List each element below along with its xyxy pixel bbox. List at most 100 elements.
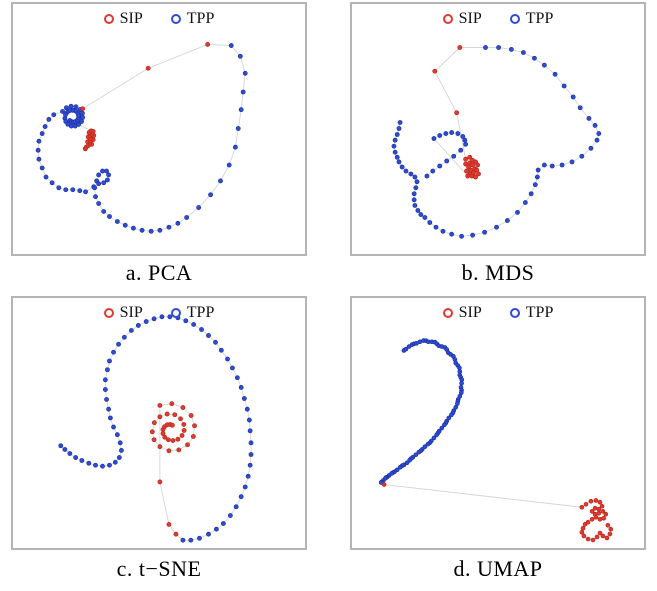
tpp-data-point — [449, 412, 454, 418]
tpp-data-point — [226, 162, 232, 168]
tpp-data-point — [228, 43, 234, 48]
tpp-data-point — [242, 484, 248, 490]
tpp-data-point — [459, 233, 464, 239]
tpp-data-point — [148, 228, 154, 234]
legend-item-tpp: TPP — [170, 305, 214, 321]
tpp-data-point — [107, 415, 113, 421]
sip-data-point — [185, 442, 190, 448]
tpp-data-point — [449, 231, 455, 237]
tpp-data-point — [494, 224, 499, 230]
tpp-data-point — [431, 435, 437, 441]
sip-data-point — [465, 173, 471, 179]
tpp-data-point — [504, 218, 510, 223]
sip-data-point — [474, 167, 480, 173]
tpp-data-point — [446, 415, 452, 421]
sip-data-point — [157, 479, 163, 485]
tpp-data-point — [111, 349, 116, 355]
tpp-data-point — [414, 179, 420, 185]
tpp-data-point — [413, 185, 419, 191]
tpp-data-point — [411, 197, 417, 203]
umap-trajectory-line — [380, 340, 612, 541]
tpp-data-point — [166, 224, 172, 230]
sip-data-point — [589, 508, 595, 514]
sip-data-point — [145, 65, 151, 71]
tpp-data-point — [248, 452, 254, 457]
tpp-data-point — [101, 209, 107, 214]
tpp-data-point — [399, 164, 405, 170]
sip-legend-label: SIP — [119, 10, 143, 27]
tpp-data-point — [93, 194, 98, 200]
legend-item-tpp: TPP — [509, 10, 554, 27]
sip-data-point — [164, 411, 170, 417]
tpp-data-point — [101, 180, 107, 186]
tpp-legend-label: TPP — [186, 10, 215, 27]
sip-data-point — [80, 106, 86, 112]
tpp-data-point — [418, 212, 424, 217]
sip-data-point — [165, 437, 171, 443]
tpp-data-point — [213, 339, 218, 345]
tpp-data-point — [218, 178, 223, 184]
tpp-legend-label: TPP — [525, 10, 554, 27]
sip-marker-icon — [442, 14, 453, 24]
tpp-data-point — [105, 367, 110, 373]
tpp-data-point — [63, 187, 69, 193]
legend-item-tpp: TPP — [170, 10, 215, 27]
tpp-data-point — [437, 133, 443, 138]
tpp-data-point — [532, 55, 537, 61]
sip-data-point — [463, 161, 469, 167]
tpp-data-point — [63, 105, 69, 111]
tpp-data-point — [535, 167, 541, 173]
tpp-data-point — [100, 463, 105, 469]
tpp-data-point — [96, 172, 102, 178]
tpp-data-point — [76, 122, 81, 127]
sip-data-point — [188, 413, 194, 418]
tpp-data-point — [444, 158, 450, 164]
tpp-data-point — [128, 328, 134, 333]
tpp-data-point — [483, 45, 488, 50]
sip-data-point — [596, 506, 602, 512]
tpp-marker-icon — [509, 308, 520, 318]
sip-data-point — [192, 423, 197, 429]
tpp-data-point — [62, 447, 68, 452]
sip-data-point — [169, 422, 175, 428]
tsne-legend: SIP TPP — [13, 305, 305, 321]
tpp-data-point — [412, 203, 418, 208]
tpp-data-point — [36, 138, 42, 144]
tpp-data-point — [238, 385, 244, 390]
sip-data-point — [157, 403, 163, 408]
tpp-data-point — [227, 513, 233, 518]
tpp-marker-icon — [170, 14, 181, 24]
sip-data-point — [463, 156, 469, 162]
tpp-data-point — [107, 358, 112, 364]
sip-data-point — [583, 501, 589, 507]
umap-legend: SIP TPP — [352, 305, 644, 321]
sip-data-point — [175, 436, 181, 442]
tpp-data-point — [118, 448, 124, 453]
tpp-data-point — [238, 107, 244, 113]
sip-data-point — [590, 537, 596, 543]
tpp-data-point — [60, 109, 65, 114]
tpp-data-point — [96, 181, 102, 187]
sip-data-point — [600, 533, 606, 539]
tpp-data-point — [594, 137, 600, 143]
tpp-data-point — [458, 147, 464, 153]
tpp-data-point — [586, 116, 592, 121]
tpp-data-point — [68, 103, 74, 109]
tpp-data-point — [579, 153, 585, 159]
tpp-data-point — [39, 131, 45, 136]
sip-data-point — [580, 525, 586, 531]
tpp-data-point — [247, 428, 253, 434]
tpp-data-point — [397, 464, 403, 470]
tpp-data-point — [43, 174, 49, 180]
panel-pca: SIP TPP — [11, 2, 307, 256]
sip-data-point — [90, 129, 96, 134]
sip-data-point — [467, 154, 473, 160]
tpp-data-point — [403, 346, 409, 352]
panel-mds: SIP TPP — [350, 2, 646, 256]
tpp-data-point — [93, 462, 98, 468]
tpp-data-point — [515, 210, 520, 215]
tpp-data-point — [151, 316, 157, 322]
tpp-data-point — [408, 171, 414, 177]
sip-data-point — [579, 504, 585, 510]
tpp-data-point — [396, 159, 402, 165]
